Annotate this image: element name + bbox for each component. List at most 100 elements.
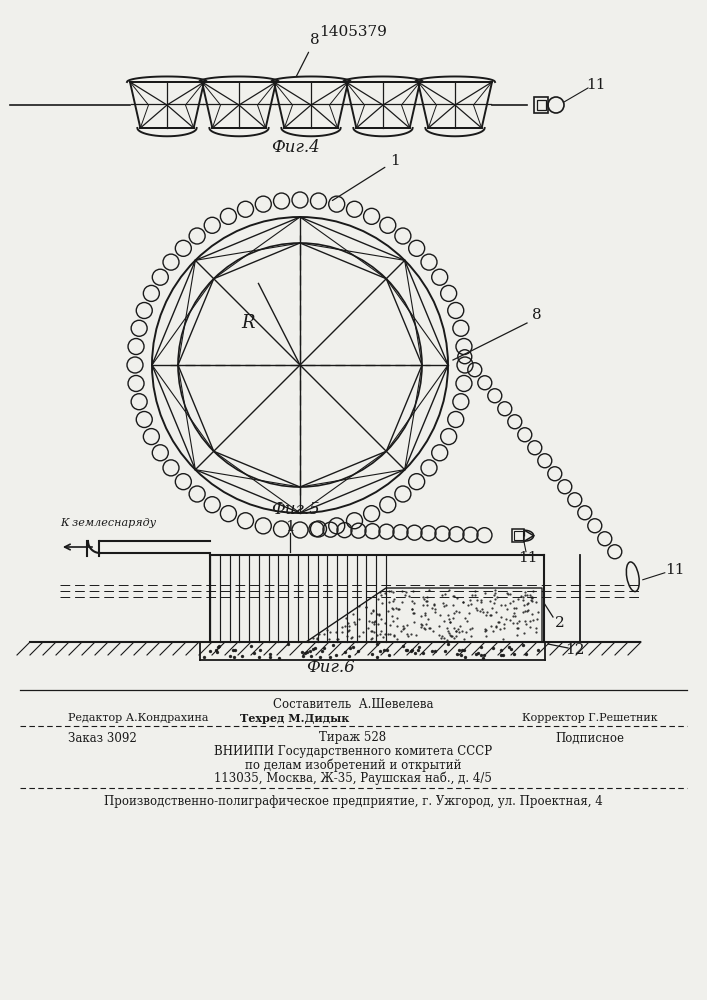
Point <box>308 641 319 657</box>
Point <box>383 647 395 663</box>
Point <box>274 650 285 666</box>
Point <box>426 643 437 659</box>
Point <box>508 646 520 662</box>
Point <box>413 639 424 655</box>
Point <box>503 639 515 655</box>
Point <box>400 642 411 658</box>
Point <box>442 636 453 652</box>
Text: Тираж 528: Тираж 528 <box>320 732 387 744</box>
Point <box>204 643 216 659</box>
Point <box>211 642 222 658</box>
Text: Составитель  А.Шевелева: Составитель А.Шевелева <box>273 698 433 710</box>
Point <box>305 648 317 664</box>
Point <box>497 647 508 663</box>
Bar <box>534 97 548 113</box>
Bar <box>537 100 546 110</box>
Text: 11: 11 <box>586 78 606 92</box>
Text: Редактор А.Кондрахина: Редактор А.Кондрахина <box>68 713 209 723</box>
Point <box>460 649 471 665</box>
Point <box>253 649 264 665</box>
Text: 1: 1 <box>332 154 399 201</box>
Text: 1405379: 1405379 <box>319 25 387 39</box>
Text: Подписное: Подписное <box>556 732 624 744</box>
Point <box>456 642 467 658</box>
Point <box>255 642 266 658</box>
Text: 8: 8 <box>296 33 320 77</box>
Point <box>352 643 363 659</box>
Point <box>518 637 529 653</box>
Point <box>476 647 487 663</box>
Point <box>506 641 517 657</box>
Point <box>495 647 506 663</box>
Point <box>477 650 489 666</box>
Text: ВНИИПИ Государственного комитета СССР: ВНИИПИ Государственного комитета СССР <box>214 746 492 758</box>
Text: 2: 2 <box>555 616 565 630</box>
Point <box>339 644 350 660</box>
Point <box>310 640 321 656</box>
Point <box>245 638 257 654</box>
Text: по делам изобретений и открытий: по делам изобретений и открытий <box>245 758 461 772</box>
Point <box>378 642 390 658</box>
Text: 11: 11 <box>665 563 684 577</box>
Point <box>327 637 339 653</box>
Point <box>296 644 308 660</box>
Point <box>214 638 225 654</box>
Text: Фиг.5: Фиг.5 <box>271 502 320 518</box>
Point <box>401 642 412 658</box>
Point <box>475 639 486 655</box>
Point <box>407 642 418 658</box>
Point <box>374 643 385 659</box>
Text: Производственно-полиграфическое предприятие, г. Ужгород, ул. Проектная, 4: Производственно-полиграфическое предприя… <box>104 794 602 808</box>
Text: Заказ 3092: Заказ 3092 <box>68 732 136 744</box>
Point <box>409 645 421 661</box>
Point <box>236 648 247 664</box>
Point <box>344 640 356 656</box>
Point <box>459 642 470 658</box>
Point <box>264 646 276 662</box>
Point <box>405 643 416 659</box>
Point <box>470 646 481 662</box>
Point <box>488 640 499 656</box>
Point <box>366 646 378 662</box>
Text: 113035, Москва, Ж-35, Раушская наб., д. 4/5: 113035, Москва, Ж-35, Раушская наб., д. … <box>214 771 492 785</box>
Point <box>299 645 310 661</box>
Point <box>324 649 335 665</box>
Point <box>496 642 507 658</box>
Point <box>199 649 210 665</box>
Point <box>298 648 309 664</box>
Point <box>301 644 312 660</box>
Point <box>453 642 464 658</box>
Point <box>418 645 429 661</box>
Point <box>440 643 451 659</box>
Point <box>430 643 441 659</box>
Point <box>227 642 238 658</box>
Point <box>283 636 294 652</box>
Point <box>455 647 467 663</box>
Point <box>478 647 489 663</box>
Bar <box>514 531 522 540</box>
Text: R: R <box>241 314 255 332</box>
Text: 12: 12 <box>566 643 585 657</box>
Point <box>371 636 382 652</box>
Point <box>412 642 423 658</box>
Point <box>520 646 532 662</box>
Point <box>473 645 484 661</box>
Point <box>318 640 329 656</box>
Point <box>224 648 235 664</box>
Point <box>371 649 382 665</box>
Text: Фиг.4: Фиг.4 <box>271 138 320 155</box>
Text: Фиг.6: Фиг.6 <box>305 658 354 676</box>
Point <box>330 647 341 663</box>
Text: 1: 1 <box>285 520 295 534</box>
Point <box>249 645 260 661</box>
Point <box>532 642 544 658</box>
Point <box>315 649 326 665</box>
Text: 8: 8 <box>532 308 542 322</box>
Point <box>265 649 276 665</box>
Point <box>212 639 223 655</box>
Point <box>347 639 358 655</box>
Text: Техред М.Дидык: Техред М.Дидык <box>240 712 350 724</box>
Text: К землеснаряду: К землеснаряду <box>60 518 156 528</box>
Point <box>451 646 462 662</box>
Text: 11: 11 <box>518 551 538 565</box>
